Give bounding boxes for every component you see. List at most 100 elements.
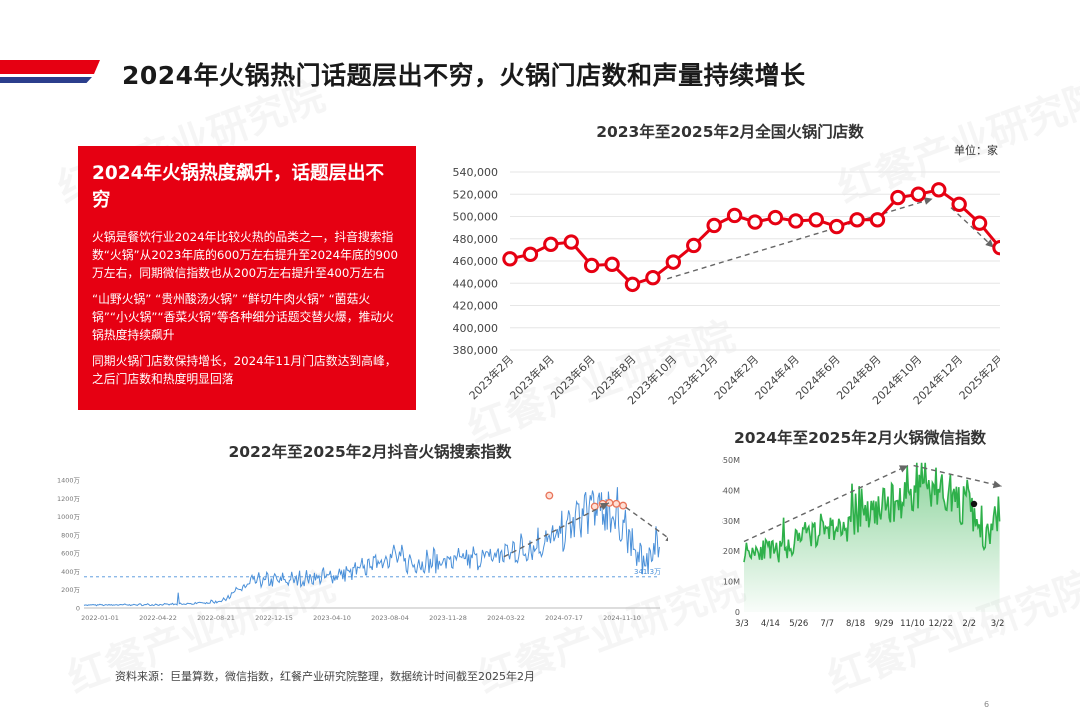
page-number: 6 [984,700,990,709]
stores-data-point [951,196,967,212]
stores-y-tick-label: 520,000 [453,188,499,201]
douyin-x-tick-label: 2024-11-10 [603,614,641,622]
summary-paragraph-2: “山野火锅” “贵州酸汤火锅” “鲜切牛肉火锅” “菌菇火锅”“小火锅”“香菜火… [92,292,394,342]
summary-paragraph-1: 火锅是餐饮行业2024年比较火热的品类之一，抖音搜索指数“火锅”从2023年底的… [92,230,399,280]
stores-trend-up-arrow-head [923,197,933,205]
stores-y-tick-label: 540,000 [453,166,499,179]
wechat-series-area [744,462,1000,612]
wechat-marker-dot [970,500,978,508]
douyin-chart: 0 200万 400万 600万 800万 1000万 1200万 1400万 2022-01… [57,477,668,622]
stores-data-point [604,256,620,273]
source-note: 资料来源：巨量算数，微信指数，红餐产业研究院整理，数据统计时间截至2025年2月 [115,670,535,683]
douyin-peak-marker [619,501,628,510]
title-accent-red [0,60,100,74]
douyin-y-tick-label: 600万 [61,550,80,558]
stores-data-point [706,217,722,234]
wechat-x-tick-label: 8/18 [846,619,865,629]
stores-data-point [624,276,641,293]
page-title: 2024年火锅热门话题层出不穷，火锅门店数和声量持续增长 [122,61,806,90]
summary-box: 2024年火锅热度飙升，话题层出不穷 火锅是餐饮行业2024年比较火热的品类之一… [78,146,416,410]
wechat-y-tick-label: 330M [722,517,740,526]
stores-data-point [767,209,784,226]
wechat-chart: 0 110M 220M 330M 440M 550M 3/3 4/14 5/26 7/7 8/18… [722,456,1005,629]
wechat-x-tick-label: 4/14 [761,619,780,629]
stores-y-tick-label: 480,000 [453,233,499,246]
stores-data-point [583,257,600,274]
stores-data-point [869,212,886,228]
douyin-x-tick-label: 2024-03-22 [487,614,525,622]
wechat-x-tick-label: 2/2 [962,619,976,629]
douyin-x-tick-label: 2022-04-22 [139,614,177,622]
douyin-y-tick-label: 1000万 [57,513,81,521]
douyin-y-tick-label: 200万 [61,586,80,594]
douyin-peak-marker [590,502,599,511]
douyin-x-tick-label: 2023-11-28 [429,614,467,622]
stores-data-point [502,251,518,267]
summary-paragraph-3: 同期火锅门店数保持增长，2024年11月门店数达到高峰，之后门店数和热度明显回落 [92,354,397,386]
stores-data-point [992,239,1000,256]
stores-data-point [828,218,845,235]
wechat-x-tick-label: 12/22 [929,619,954,629]
douyin-y-tick-label: 400万 [61,568,80,576]
douyin-peak-marker [545,491,554,500]
stores-data-point [543,236,559,253]
wechat-trend-up-arrow-head [899,465,908,473]
douyin-x-tick-label: 2022-12-15 [255,614,293,622]
douyin-x-tick-label: 2022-01-01 [81,614,119,622]
stores-chart-title: 2023年至2025年2月全国火锅门店数 [596,123,864,141]
summary-heading: 2024年火锅热度飙升，话题层出不穷 [92,163,384,211]
stores-y-tick-label: 440,000 [453,277,499,290]
wechat-x-tick-label: 11/10 [900,619,925,629]
wechat-trend-down-arrow [913,464,1002,487]
douyin-trend-up-arrow [503,502,610,558]
wechat-x-tick-label: 3/3 [735,619,749,629]
stores-data-point [849,212,865,228]
stores-chart: 单位：家 380,000 400,000 420,000 440,000 460,000… [453,143,1000,407]
stores-y-tick-label: 420,000 [453,300,499,313]
wechat-x-tick-label: 9/29 [874,619,893,629]
douyin-y-tick-label: 1400万 [57,477,81,485]
stores-data-point [747,214,763,230]
douyin-x-tick-label: 2024-07-17 [545,614,583,622]
wechat-x-tick-label: 7/7 [820,619,834,629]
wechat-chart-title: 2024年至2025年2月火锅微信指数 [733,429,987,447]
stores-data-point [522,246,539,263]
stores-data-point [686,237,702,254]
wechat-trend-down-arrow-head [992,480,1002,489]
stores-data-point [726,207,743,224]
stores-unit-label: 单位：家 [954,143,998,157]
stores-y-tick-label: 460,000 [453,255,499,268]
stores-data-point [931,182,947,198]
wechat-series-line [743,462,1001,563]
wechat-y-tick-label: 0 [735,608,740,617]
stores-data-point [563,234,579,250]
douyin-series-line [83,487,660,607]
wechat-y-tick-label: 220M [722,547,740,556]
wechat-x-tick-label: 5/26 [789,619,808,629]
stores-data-point [910,186,927,202]
stores-trend-down-arrow-head [985,239,994,248]
wechat-y-tick-label: 550M [722,456,740,465]
douyin-x-tick-label: 2022-08-21 [197,614,235,622]
douyin-trend-down-arrow [625,506,668,539]
stores-data-point [808,212,824,228]
douyin-trend-up-arrow-head [599,502,609,511]
douyin-y-tick-label: 0 [76,605,80,613]
douyin-x-tick-label: 2023-04-10 [313,614,351,622]
title-accent-blue [0,77,92,83]
wechat-trend-up-arrow [743,464,909,543]
stores-y-tick-label: 400,000 [453,322,499,335]
douyin-y-tick-label: 1200万 [57,495,81,503]
stores-data-point [665,254,682,270]
stores-trend-down-arrow [950,207,995,249]
douyin-x-tick-label: 2023-08-04 [371,614,409,622]
stores-data-point [645,269,661,286]
wechat-y-tick-label: 110M [722,578,740,587]
stores-y-tick-label: 380,000 [453,344,499,357]
stores-trend-up-arrow [667,198,933,280]
stores-data-point [971,215,988,231]
douyin-peak-marker [612,499,621,508]
stores-y-tick-label: 500,000 [453,211,499,224]
stores-data-point [788,213,804,229]
wechat-x-tick-label: 3/2 [991,619,1005,629]
